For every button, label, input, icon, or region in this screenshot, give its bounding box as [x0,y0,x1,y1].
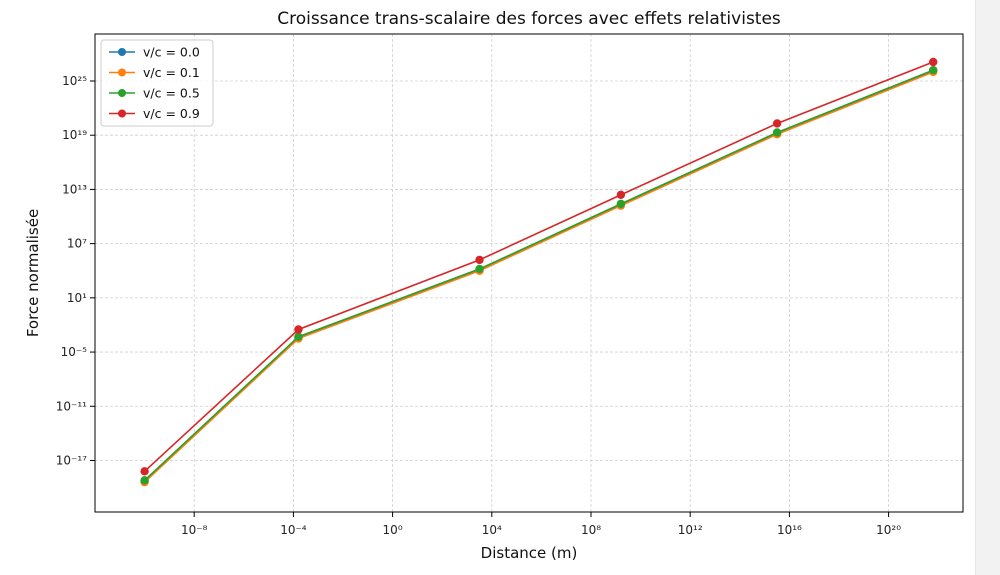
x-tick-label: 10⁴ [482,523,502,537]
series-group [140,57,938,487]
data-point [475,255,484,265]
data-point [929,65,938,75]
data-point [140,467,149,476]
y-tick-label: 10⁷ [67,237,87,251]
y-axis-title: Force normalisée [24,209,42,337]
data-point [475,264,484,274]
series-3 [140,57,938,476]
data-point [929,57,938,67]
series-2 [140,65,938,485]
series-1 [140,67,938,487]
x-tick-label: 10⁸ [581,523,601,537]
y-tick-label: 10¹ [67,291,87,305]
legend-marker [118,48,126,56]
data-point [616,190,626,200]
grid-lines [95,34,963,512]
data-point [294,325,303,334]
data-point [616,199,626,209]
series-line [144,61,934,472]
x-tick-label: 10²⁰ [876,523,901,537]
data-point [772,119,782,128]
series-line [144,71,934,483]
data-point [294,332,303,341]
x-tick-label: 10⁰ [383,523,403,537]
y-tick-label: 10¹⁹ [62,128,87,142]
data-point [772,128,782,137]
y-tick-label: 10²⁵ [62,74,87,88]
chart-title: Croissance trans-scalaire des forces ave… [277,9,781,29]
legend-marker [118,68,126,77]
legend-label: v/c = 0.0 [143,45,200,60]
series-line [144,70,934,482]
legend: v/c = 0.0 v/c = 0.1 v/c = 0.5 v/c = 0.9 [100,39,214,127]
legend-label: v/c = 0.1 [143,65,200,80]
x-tick-label: 10⁻⁸ [181,523,208,537]
window-edge [975,0,1000,575]
x-axis-title: Distance (m) [481,544,578,562]
series-line [144,69,934,481]
y-tick-label: 10¹³ [62,182,87,196]
legend-marker [118,89,126,97]
axis-ticks: 10⁻⁸ 10⁻⁴ 10⁰ 10⁴ 10⁸ 10¹² 10¹⁶ 10²⁰ 10⁻¹⁷ 10⁻¹¹ 1… [56,74,901,537]
y-tick-label: 10⁻¹¹ [56,399,87,413]
x-tick-label: 10⁻⁴ [280,523,307,537]
data-point [140,476,149,485]
legend-box [100,39,214,127]
y-tick-label: 10⁻⁵ [61,345,88,359]
series-0 [140,66,938,486]
x-tick-label: 10¹⁶ [777,523,802,537]
legend-label: v/c = 0.9 [143,106,200,121]
legend-marker [118,109,126,118]
y-tick-label: 10⁻¹⁷ [56,453,87,467]
plot-area-frame [94,33,964,513]
legend-label: v/c = 0.5 [143,86,200,101]
x-tick-label: 10¹² [678,523,703,537]
